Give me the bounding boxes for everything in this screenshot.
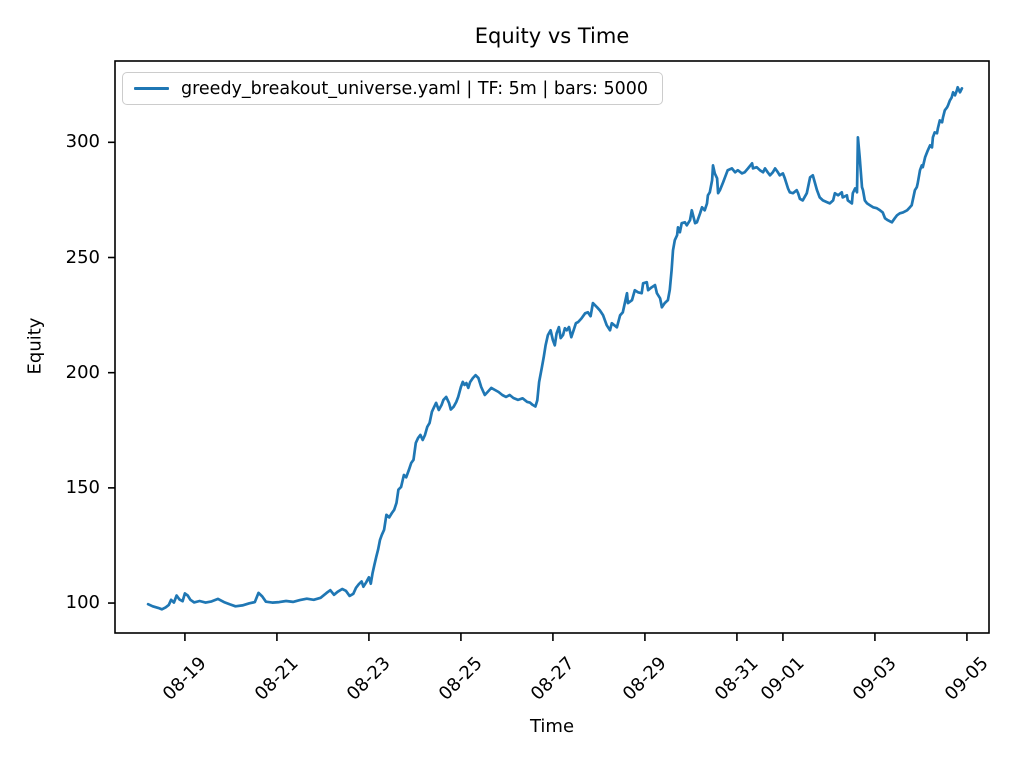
y-tick-label: 100 (65, 592, 100, 614)
axes-frame (114, 60, 990, 634)
legend-label: greedy_breakout_universe.yaml | TF: 5m |… (181, 78, 649, 99)
equity-line (146, 85, 964, 611)
y-tick-label: 300 (65, 131, 100, 153)
y-tick-label: 150 (65, 476, 100, 498)
legend: greedy_breakout_universe.yaml | TF: 5m |… (122, 72, 664, 105)
x-axis-label: Time (529, 716, 575, 737)
y-tick-label: 250 (65, 246, 100, 268)
chart-title: Equity vs Time (474, 24, 630, 48)
legend-line-sample (134, 87, 169, 90)
y-tick-label: 200 (65, 361, 100, 383)
